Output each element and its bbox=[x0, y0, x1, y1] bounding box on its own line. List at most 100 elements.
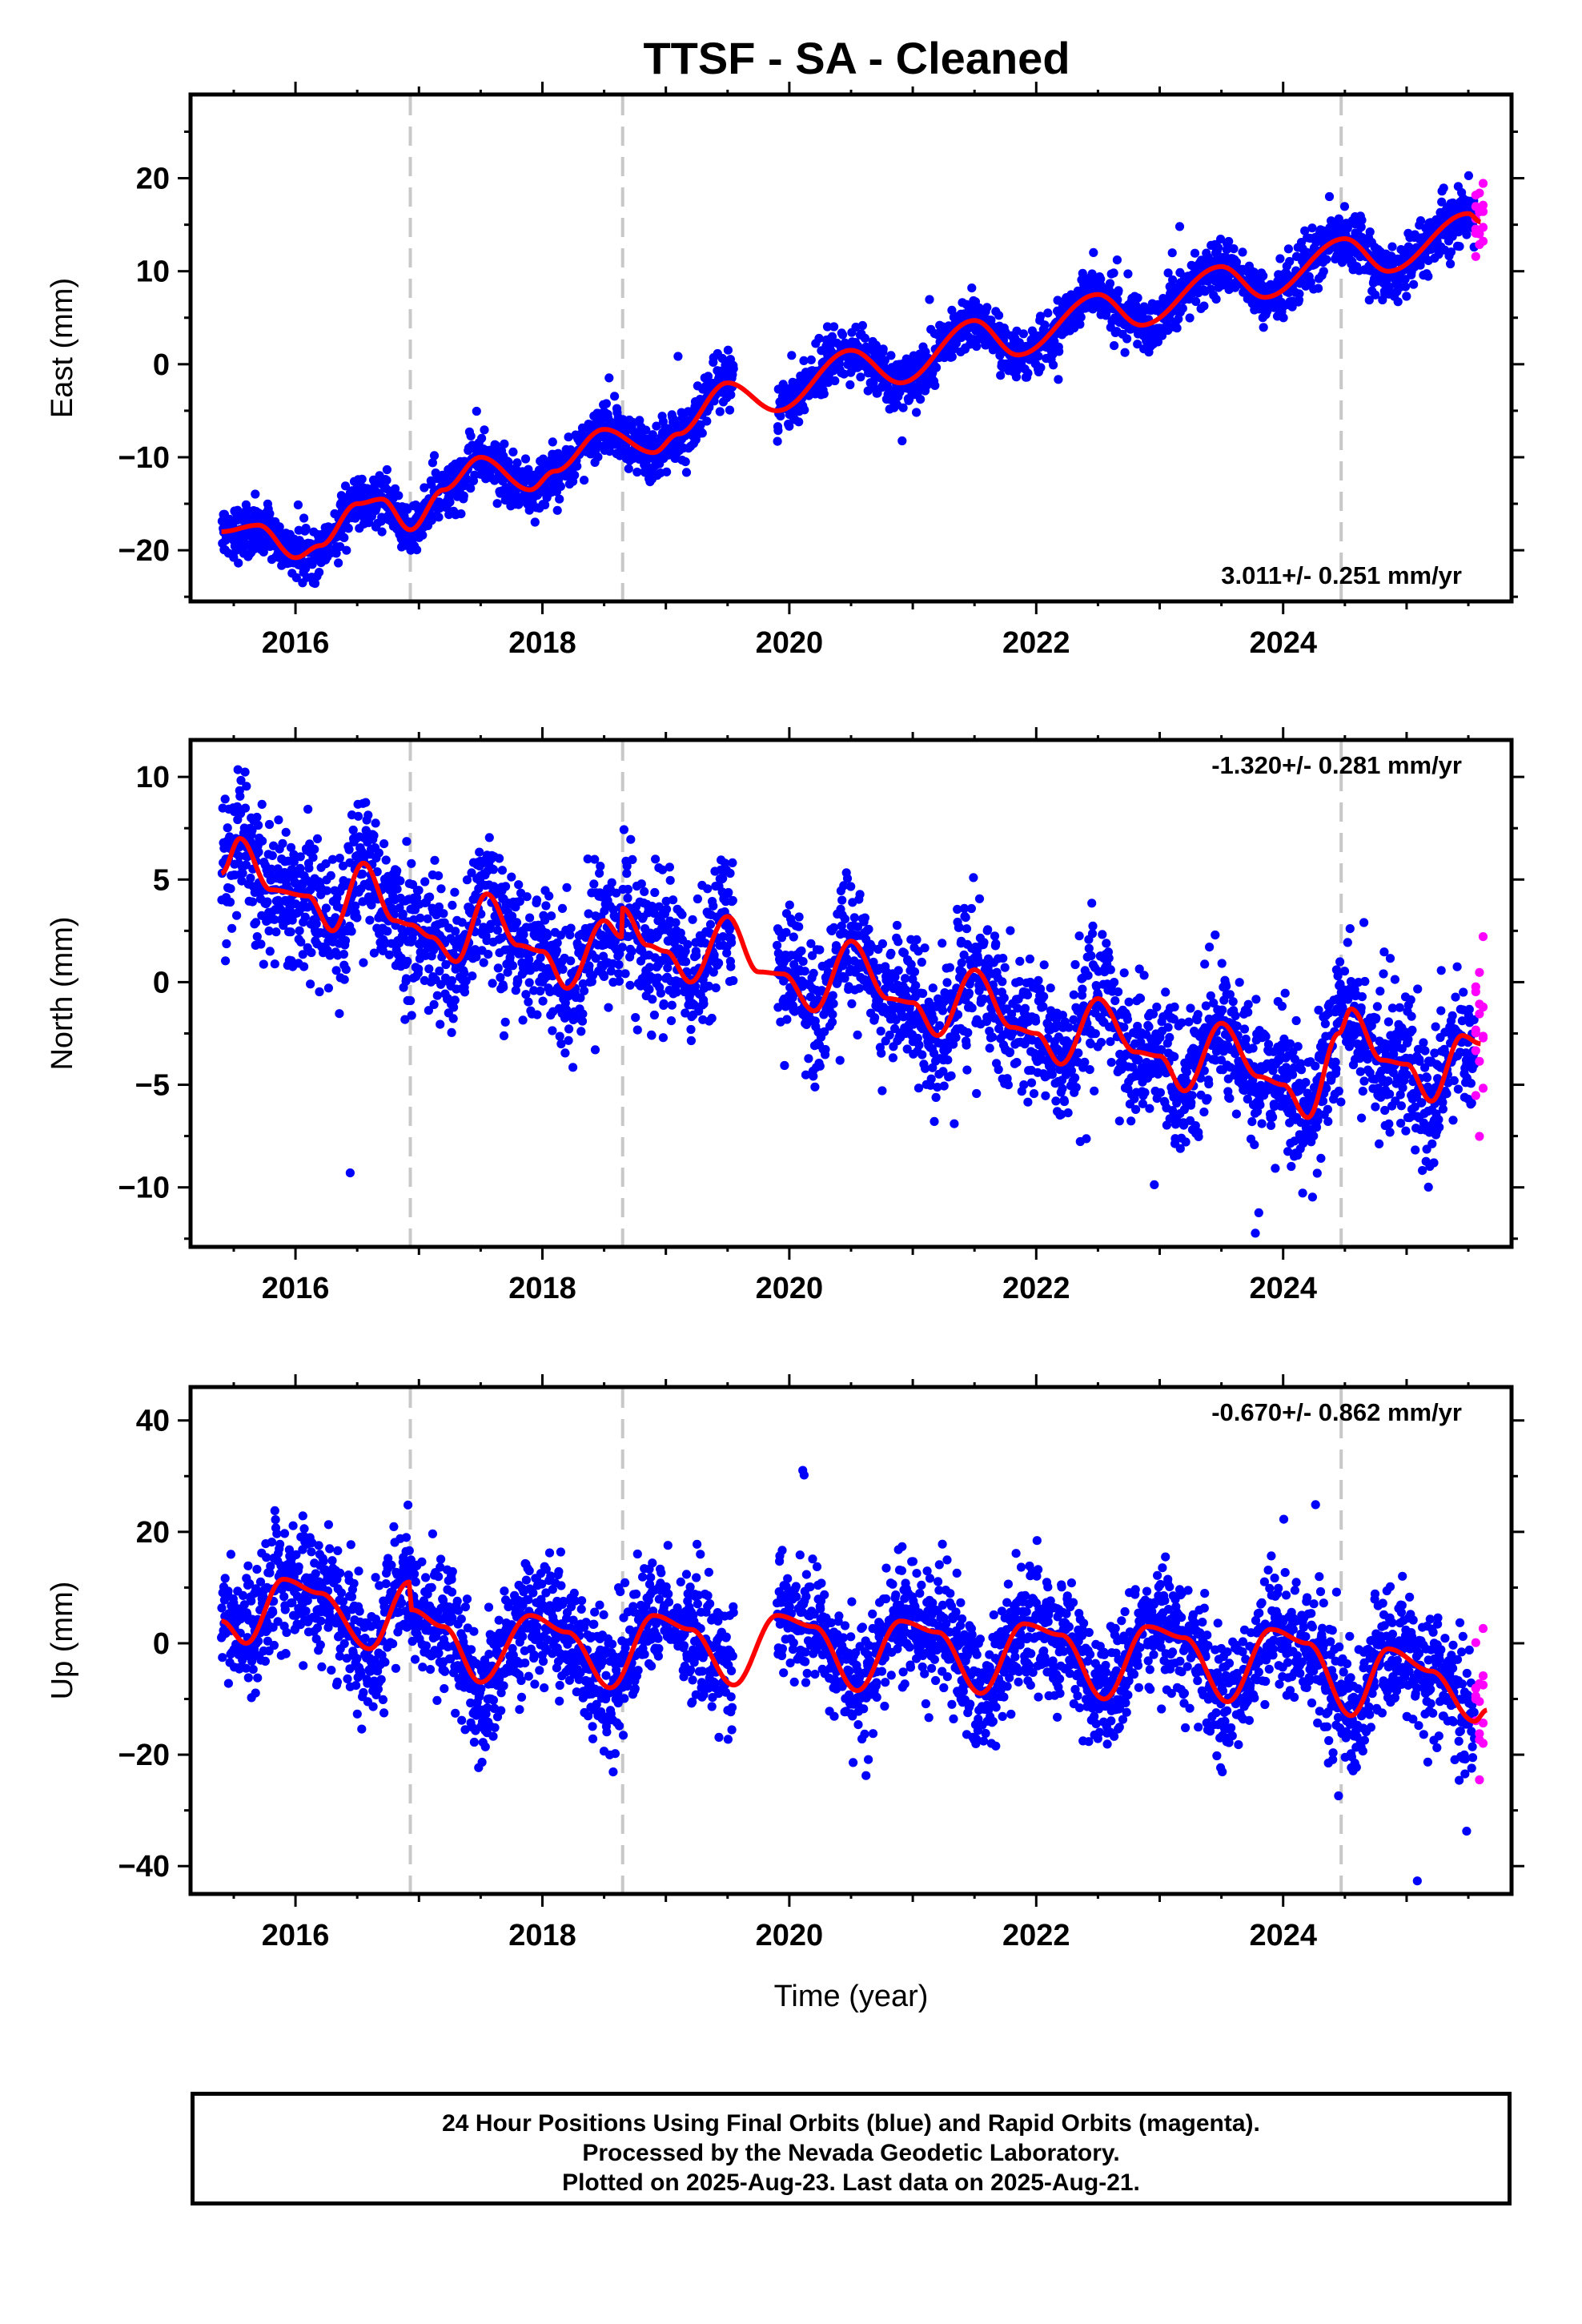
data-point bbox=[242, 782, 251, 791]
data-point bbox=[492, 499, 502, 509]
data-point bbox=[624, 464, 633, 473]
data-point bbox=[605, 447, 615, 456]
data-point bbox=[562, 883, 572, 892]
data-point bbox=[235, 851, 244, 861]
data-point bbox=[460, 987, 470, 997]
data-point bbox=[400, 1015, 410, 1024]
data-point bbox=[307, 947, 316, 958]
data-point bbox=[525, 913, 535, 923]
data-point bbox=[407, 858, 416, 868]
data-point bbox=[359, 958, 368, 967]
data-point bbox=[607, 878, 616, 887]
data-point bbox=[856, 372, 865, 382]
data-point bbox=[1089, 247, 1098, 257]
data-point bbox=[363, 810, 373, 820]
data-point bbox=[1307, 223, 1317, 233]
data-point bbox=[665, 875, 675, 885]
data-point bbox=[493, 963, 503, 973]
data-point bbox=[1314, 283, 1323, 293]
data-point bbox=[920, 943, 930, 953]
data-point bbox=[439, 909, 448, 919]
data-point bbox=[1168, 275, 1178, 285]
data-point bbox=[947, 305, 957, 315]
data-point bbox=[225, 897, 235, 907]
data-point bbox=[264, 926, 274, 936]
data-point bbox=[566, 923, 576, 933]
data-point bbox=[378, 946, 387, 955]
data-point bbox=[524, 464, 533, 474]
data-point bbox=[278, 838, 287, 848]
data-point bbox=[681, 957, 691, 967]
data-point bbox=[1324, 191, 1335, 202]
data-point bbox=[780, 1060, 789, 1071]
data-point bbox=[846, 882, 856, 891]
data-point bbox=[435, 966, 444, 976]
data-point bbox=[636, 879, 646, 889]
data-point bbox=[371, 818, 380, 828]
data-point bbox=[414, 964, 424, 974]
data-point bbox=[345, 1168, 355, 1178]
data-point bbox=[351, 901, 360, 911]
data-point bbox=[819, 389, 829, 399]
data-point bbox=[728, 858, 737, 867]
data-point bbox=[806, 355, 816, 364]
data-point bbox=[403, 956, 412, 966]
data-point bbox=[267, 850, 277, 860]
data-point bbox=[251, 489, 260, 499]
x-tick-label: 2020 bbox=[756, 626, 824, 660]
y-tick-label: −10 bbox=[118, 441, 170, 475]
data-point bbox=[339, 950, 348, 959]
data-point bbox=[827, 332, 837, 341]
data-point bbox=[557, 903, 568, 913]
data-point bbox=[1322, 255, 1331, 264]
data-point bbox=[729, 364, 738, 373]
data-point bbox=[677, 910, 687, 919]
y-tick-label: 20 bbox=[136, 163, 170, 196]
rapid-data-point bbox=[1478, 236, 1488, 246]
data-point bbox=[541, 901, 551, 911]
data-point bbox=[880, 356, 889, 365]
data-point bbox=[913, 1084, 924, 1093]
data-point bbox=[520, 454, 531, 464]
x-tick-label: 2016 bbox=[262, 626, 330, 660]
data-point bbox=[497, 866, 508, 875]
data-point bbox=[782, 1015, 792, 1024]
data-point bbox=[429, 999, 439, 1009]
data-point bbox=[334, 558, 343, 568]
data-point bbox=[649, 1010, 660, 1020]
data-point bbox=[466, 484, 476, 493]
data-point bbox=[693, 894, 703, 904]
model-fit-curve bbox=[220, 211, 1482, 561]
data-point bbox=[1387, 242, 1397, 251]
data-point bbox=[1105, 279, 1115, 288]
data-point bbox=[1285, 256, 1295, 267]
data-point bbox=[996, 371, 1006, 380]
data-point bbox=[544, 891, 554, 901]
data-point bbox=[878, 344, 888, 354]
data-point bbox=[293, 500, 303, 510]
data-point bbox=[524, 978, 534, 987]
data-point bbox=[1437, 197, 1447, 207]
data-point bbox=[1122, 334, 1132, 344]
data-point bbox=[681, 457, 690, 467]
data-point bbox=[542, 931, 552, 941]
x-tick-label: 2018 bbox=[508, 626, 576, 660]
data-point bbox=[912, 935, 921, 944]
data-point bbox=[711, 983, 721, 993]
data-point bbox=[1306, 277, 1315, 287]
data-point bbox=[1157, 331, 1167, 340]
data-point bbox=[488, 865, 499, 875]
data-point bbox=[725, 868, 735, 879]
data-point bbox=[323, 983, 333, 993]
data-point bbox=[508, 961, 518, 971]
data-point bbox=[448, 900, 457, 910]
data-point bbox=[522, 892, 532, 902]
data-point bbox=[566, 956, 576, 966]
data-point bbox=[1012, 326, 1022, 336]
data-point bbox=[246, 873, 255, 883]
data-point bbox=[532, 1010, 542, 1019]
data-point bbox=[725, 405, 735, 415]
data-point bbox=[221, 956, 231, 966]
data-point bbox=[994, 311, 1004, 320]
